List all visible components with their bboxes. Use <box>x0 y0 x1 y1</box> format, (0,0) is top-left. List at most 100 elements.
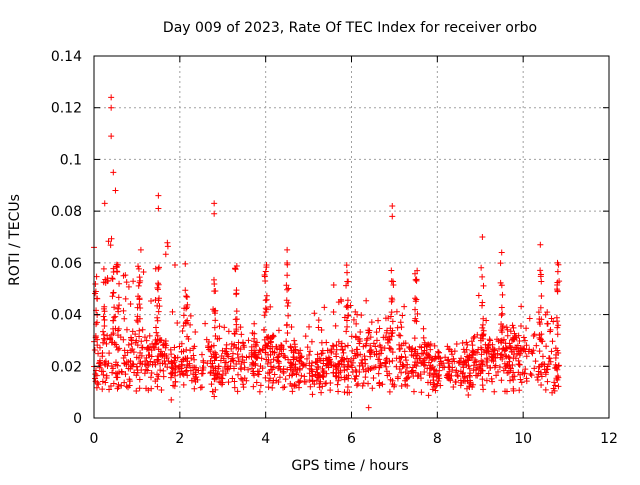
data-point <box>94 342 101 349</box>
data-point <box>121 315 128 322</box>
data-point <box>217 357 224 364</box>
data-point <box>397 332 404 339</box>
data-point <box>137 246 144 253</box>
data-point <box>211 324 218 331</box>
data-point <box>179 362 186 369</box>
data-point <box>430 381 437 388</box>
data-point <box>285 356 292 363</box>
data-point <box>154 383 161 390</box>
data-point <box>95 381 102 388</box>
data-point <box>231 330 238 337</box>
data-point <box>397 319 404 326</box>
data-point <box>470 348 477 355</box>
data-point <box>386 345 393 352</box>
data-point <box>107 242 114 249</box>
data-point <box>548 348 555 355</box>
data-point <box>302 333 309 340</box>
data-point <box>377 343 384 350</box>
data-point <box>250 351 257 358</box>
data-point <box>278 344 285 351</box>
data-point <box>170 382 177 389</box>
data-point <box>290 354 297 361</box>
data-point <box>410 388 417 395</box>
data-point <box>401 348 408 355</box>
data-point <box>473 358 480 365</box>
data-point <box>510 376 517 383</box>
data-point <box>471 333 478 340</box>
data-point <box>470 362 477 369</box>
data-point <box>336 360 343 367</box>
data-point <box>510 355 517 362</box>
x-tick-label: 12 <box>600 431 618 447</box>
data-point <box>486 336 493 343</box>
data-point <box>311 310 318 317</box>
data-point <box>398 324 405 331</box>
data-point <box>389 357 396 364</box>
data-point <box>515 346 522 353</box>
data-point <box>151 344 158 351</box>
data-point <box>386 358 393 365</box>
data-point <box>289 371 296 378</box>
data-point <box>257 347 264 354</box>
data-point <box>127 347 134 354</box>
data-point <box>147 358 154 365</box>
data-point <box>431 383 438 390</box>
data-point <box>224 365 231 372</box>
data-point <box>155 280 162 287</box>
data-point <box>357 329 364 336</box>
data-point <box>94 336 101 343</box>
data-point <box>148 347 155 354</box>
data-point <box>410 372 417 379</box>
data-point <box>100 265 107 272</box>
data-point <box>460 346 467 353</box>
data-point <box>285 285 292 292</box>
data-point <box>118 369 125 376</box>
data-point <box>203 336 210 343</box>
data-point <box>465 391 472 398</box>
data-point <box>225 328 232 335</box>
data-point <box>162 251 169 258</box>
data-point <box>411 348 418 355</box>
data-point <box>491 364 498 371</box>
data-point <box>479 382 486 389</box>
data-point <box>168 396 175 403</box>
data-point <box>143 354 150 361</box>
data-point <box>518 303 525 310</box>
data-point <box>298 360 305 367</box>
data-point <box>114 374 121 381</box>
data-point <box>478 264 485 271</box>
data-point <box>332 322 339 329</box>
data-point <box>115 308 122 315</box>
data-point <box>424 351 431 358</box>
data-point <box>284 260 291 267</box>
x-tick-label: 0 <box>90 431 99 447</box>
data-point <box>198 384 205 391</box>
data-point <box>123 279 130 286</box>
data-point <box>451 358 458 365</box>
data-point <box>330 281 337 288</box>
data-point <box>286 372 293 379</box>
data-point <box>414 310 421 317</box>
data-point <box>541 366 548 373</box>
data-point <box>536 348 543 355</box>
data-point <box>509 322 516 329</box>
data-point <box>256 347 263 354</box>
data-point <box>167 346 174 353</box>
data-point <box>547 326 554 333</box>
data-point <box>382 357 389 364</box>
data-point <box>136 274 143 281</box>
data-point <box>276 363 283 370</box>
data-point <box>354 311 361 318</box>
data-point <box>386 333 393 340</box>
data-point <box>542 311 549 318</box>
data-point <box>207 357 214 364</box>
data-point <box>408 368 415 375</box>
data-point <box>252 341 259 348</box>
data-point <box>461 349 468 356</box>
data-point <box>479 367 486 374</box>
data-point <box>534 377 541 384</box>
chart-title: Day 009 of 2023, Rate Of TEC Index for r… <box>163 20 537 36</box>
data-point <box>155 373 162 380</box>
data-point <box>302 362 309 369</box>
data-point <box>382 315 389 322</box>
